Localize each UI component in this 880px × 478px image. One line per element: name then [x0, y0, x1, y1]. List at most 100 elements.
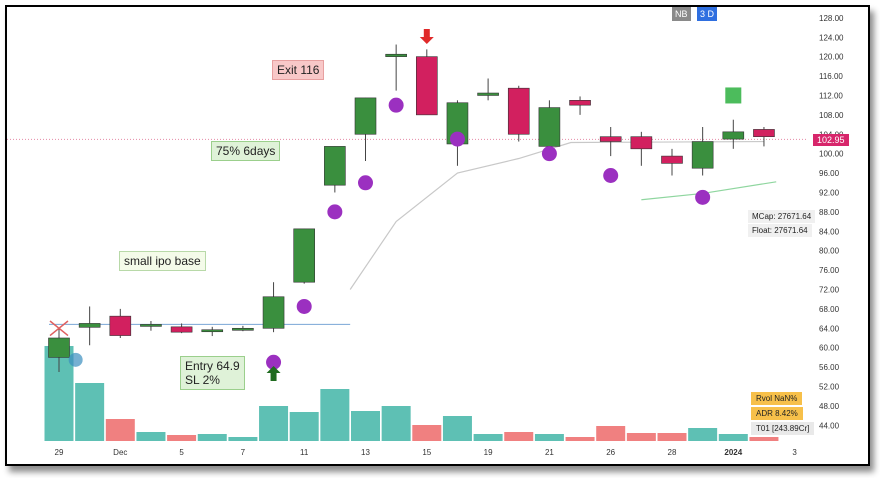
purple-dot-marker: [327, 204, 343, 220]
rvol-box: Rvol NaN%: [751, 392, 803, 405]
volume-bar: [381, 406, 411, 441]
volume-bar: [749, 437, 779, 441]
purple-dot-marker: [541, 146, 557, 162]
purple-dot-marker: [603, 167, 619, 183]
last-price-tag: 102.95: [813, 134, 849, 146]
y-tick-label: 92.00: [819, 188, 840, 197]
y-tick-label: 68.00: [819, 305, 840, 314]
y-tick-label: 100.00: [819, 150, 844, 159]
y-tick-label: 84.00: [819, 227, 840, 236]
volume-bar: [565, 437, 595, 441]
volume-bar: [320, 389, 350, 441]
volume-bar: [289, 412, 319, 441]
x-tick-label: 13: [361, 448, 370, 457]
green-square-marker: [725, 87, 742, 104]
y-tick-label: 64.00: [819, 324, 840, 333]
candle-body: [232, 327, 254, 331]
annotation-days: 75% 6days: [211, 141, 281, 161]
candle-body: [170, 326, 193, 333]
candle-body: [324, 146, 346, 186]
y-tick-label: 124.00: [819, 33, 844, 42]
x-tick-label: 26: [606, 448, 615, 457]
y-tick-label: 116.00: [819, 72, 843, 81]
candle-body: [262, 296, 285, 329]
volume-bar: [442, 416, 472, 441]
chart-frame: 44.00 48.00 52.00 56.00 60.00 64.00 68.00 72.00…: [5, 5, 870, 466]
tag-nb: NB: [672, 7, 691, 21]
volume-bar: [473, 434, 503, 441]
candle-body: [507, 87, 530, 135]
x-tick-label: 7: [241, 448, 246, 457]
x-tick-label: 15: [422, 448, 431, 457]
volume-bar: [259, 406, 289, 441]
y-tick-label: 96.00: [819, 169, 840, 178]
candle-body: [109, 315, 132, 336]
t01-box: T01 [243.89Cr]: [751, 422, 815, 435]
tag-3d: 3 D: [697, 7, 718, 21]
y-tick-label: 112.00: [819, 91, 843, 100]
x-tick-label: 3: [792, 448, 797, 457]
y-tick-label: 88.00: [819, 208, 840, 217]
mcap-label: MCap: 27671.64: [748, 210, 816, 223]
y-tick-label: 44.00: [819, 421, 840, 430]
volume-bar: [534, 434, 564, 441]
purple-dot-marker: [388, 97, 404, 113]
entry-arrow-icon: [266, 366, 281, 381]
y-tick-label: 76.00: [819, 266, 840, 275]
candle-body: [354, 97, 377, 135]
candle-body: [385, 53, 407, 57]
candle-body: [201, 329, 224, 333]
candle-body: [599, 136, 622, 142]
cross-marker: [49, 320, 69, 337]
y-tick-label: 80.00: [819, 247, 840, 256]
y-tick-label: 108.00: [819, 111, 844, 120]
purple-dot-marker: [695, 189, 711, 205]
y-tick-label: 56.00: [819, 363, 840, 372]
y-tick-label: 60.00: [819, 344, 840, 353]
purple-dot-marker: [296, 298, 312, 314]
volume-bar: [75, 383, 105, 441]
candle-body: [140, 324, 162, 327]
candle-body: [753, 129, 775, 137]
volume-bar: [197, 434, 227, 441]
candle-body: [415, 56, 438, 116]
x-tick-label: 11: [300, 448, 309, 457]
purple-dot-marker: [358, 175, 373, 191]
candle-body: [538, 107, 561, 147]
x-tick-label: 29: [55, 448, 64, 457]
annotation-base: small ipo base: [119, 251, 206, 271]
annotation-entry: Entry 64.9 SL 2%: [180, 356, 245, 390]
x-tick-label: 2024: [724, 448, 742, 457]
candle-body: [78, 323, 101, 328]
y-tick-label: 72.00: [819, 285, 840, 294]
volume-bar: [596, 426, 626, 441]
volume-bar: [504, 432, 534, 441]
candlestick-chart: 44.00 48.00 52.00 56.00 60.00 64.00 68.00 72.00…: [7, 14, 844, 457]
y-tick-label: 128.00: [819, 14, 844, 23]
volume-bar: [136, 432, 166, 441]
candle-body: [293, 228, 316, 283]
adr-box: ADR 8.42%: [751, 407, 803, 420]
annotation-exit: Exit 116: [272, 60, 325, 80]
y-tick-label: 52.00: [819, 382, 840, 391]
volume-bar: [105, 419, 135, 441]
y-tick-label: 120.00: [819, 53, 844, 62]
purple-dot-marker: [266, 354, 282, 370]
volume-bar: [688, 428, 718, 441]
candle-body: [477, 92, 499, 96]
candle-body: [569, 100, 591, 106]
moving-average-line: [349, 140, 764, 290]
purple-dot-marker: [449, 131, 465, 147]
candle-body: [630, 136, 653, 150]
candle-body: [722, 131, 745, 140]
candle-body: [691, 141, 714, 169]
blue-dot-marker: [68, 352, 83, 367]
volume-bar: [657, 433, 687, 441]
volume-bar: [167, 435, 197, 441]
volume-bar: [351, 411, 380, 441]
float-label: Float: 27671.64: [748, 224, 812, 237]
x-tick-label: 5: [179, 448, 184, 457]
volume-bar: [626, 433, 656, 441]
candle-body: [48, 337, 70, 358]
candle-body: [661, 155, 683, 164]
